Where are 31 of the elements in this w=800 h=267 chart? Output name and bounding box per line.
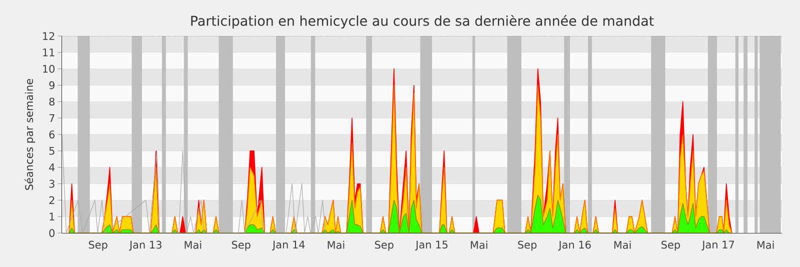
y-tick-label: 8 <box>49 98 55 106</box>
y-tick-label: 6 <box>49 130 55 138</box>
x-tick-label: Sep <box>662 240 680 251</box>
y-tick-label: 4 <box>49 164 55 172</box>
x-tick-label: Mai <box>614 240 631 249</box>
x-tick-label: Sep <box>88 240 108 251</box>
y-tick-label: 10 <box>43 64 55 73</box>
y-tick-label: 5 <box>49 147 54 155</box>
y-tick-label: 1 <box>50 212 54 220</box>
y-tick-label: 0 <box>49 229 55 237</box>
x-tick-label: Mai <box>470 240 488 249</box>
x-tick-label: Jan 17 <box>702 240 734 250</box>
x-tick-label: Jan 15 <box>415 240 448 250</box>
x-tick-label: Jan 16 <box>558 240 591 251</box>
y-tick-label: 11 <box>43 48 54 56</box>
x-tick-label: Mai <box>184 240 202 249</box>
y-axis-title: Séances par semaine <box>24 78 36 190</box>
x-tick-label: Sep <box>232 240 250 251</box>
y-tick-label: 12 <box>43 32 54 40</box>
chart-title: Participation en hemicycle au cours de sa dernière année de mandat <box>191 14 654 28</box>
x-tick-label: Jan 14 <box>272 240 305 250</box>
line-series <box>62 134 326 233</box>
y-tick-label: 3 <box>49 180 54 188</box>
y-tick-label: 2 <box>49 196 54 204</box>
y-tick-label: 9 <box>49 81 54 90</box>
x-tick-label: Mai <box>328 240 344 249</box>
x-tick-label: Mai <box>757 240 774 249</box>
x-tick-label: Sep <box>375 240 394 251</box>
x-tick-label: Sep <box>518 240 537 251</box>
y-tick-label: 7 <box>49 114 54 122</box>
x-tick-label: Jan 13 <box>128 240 162 251</box>
